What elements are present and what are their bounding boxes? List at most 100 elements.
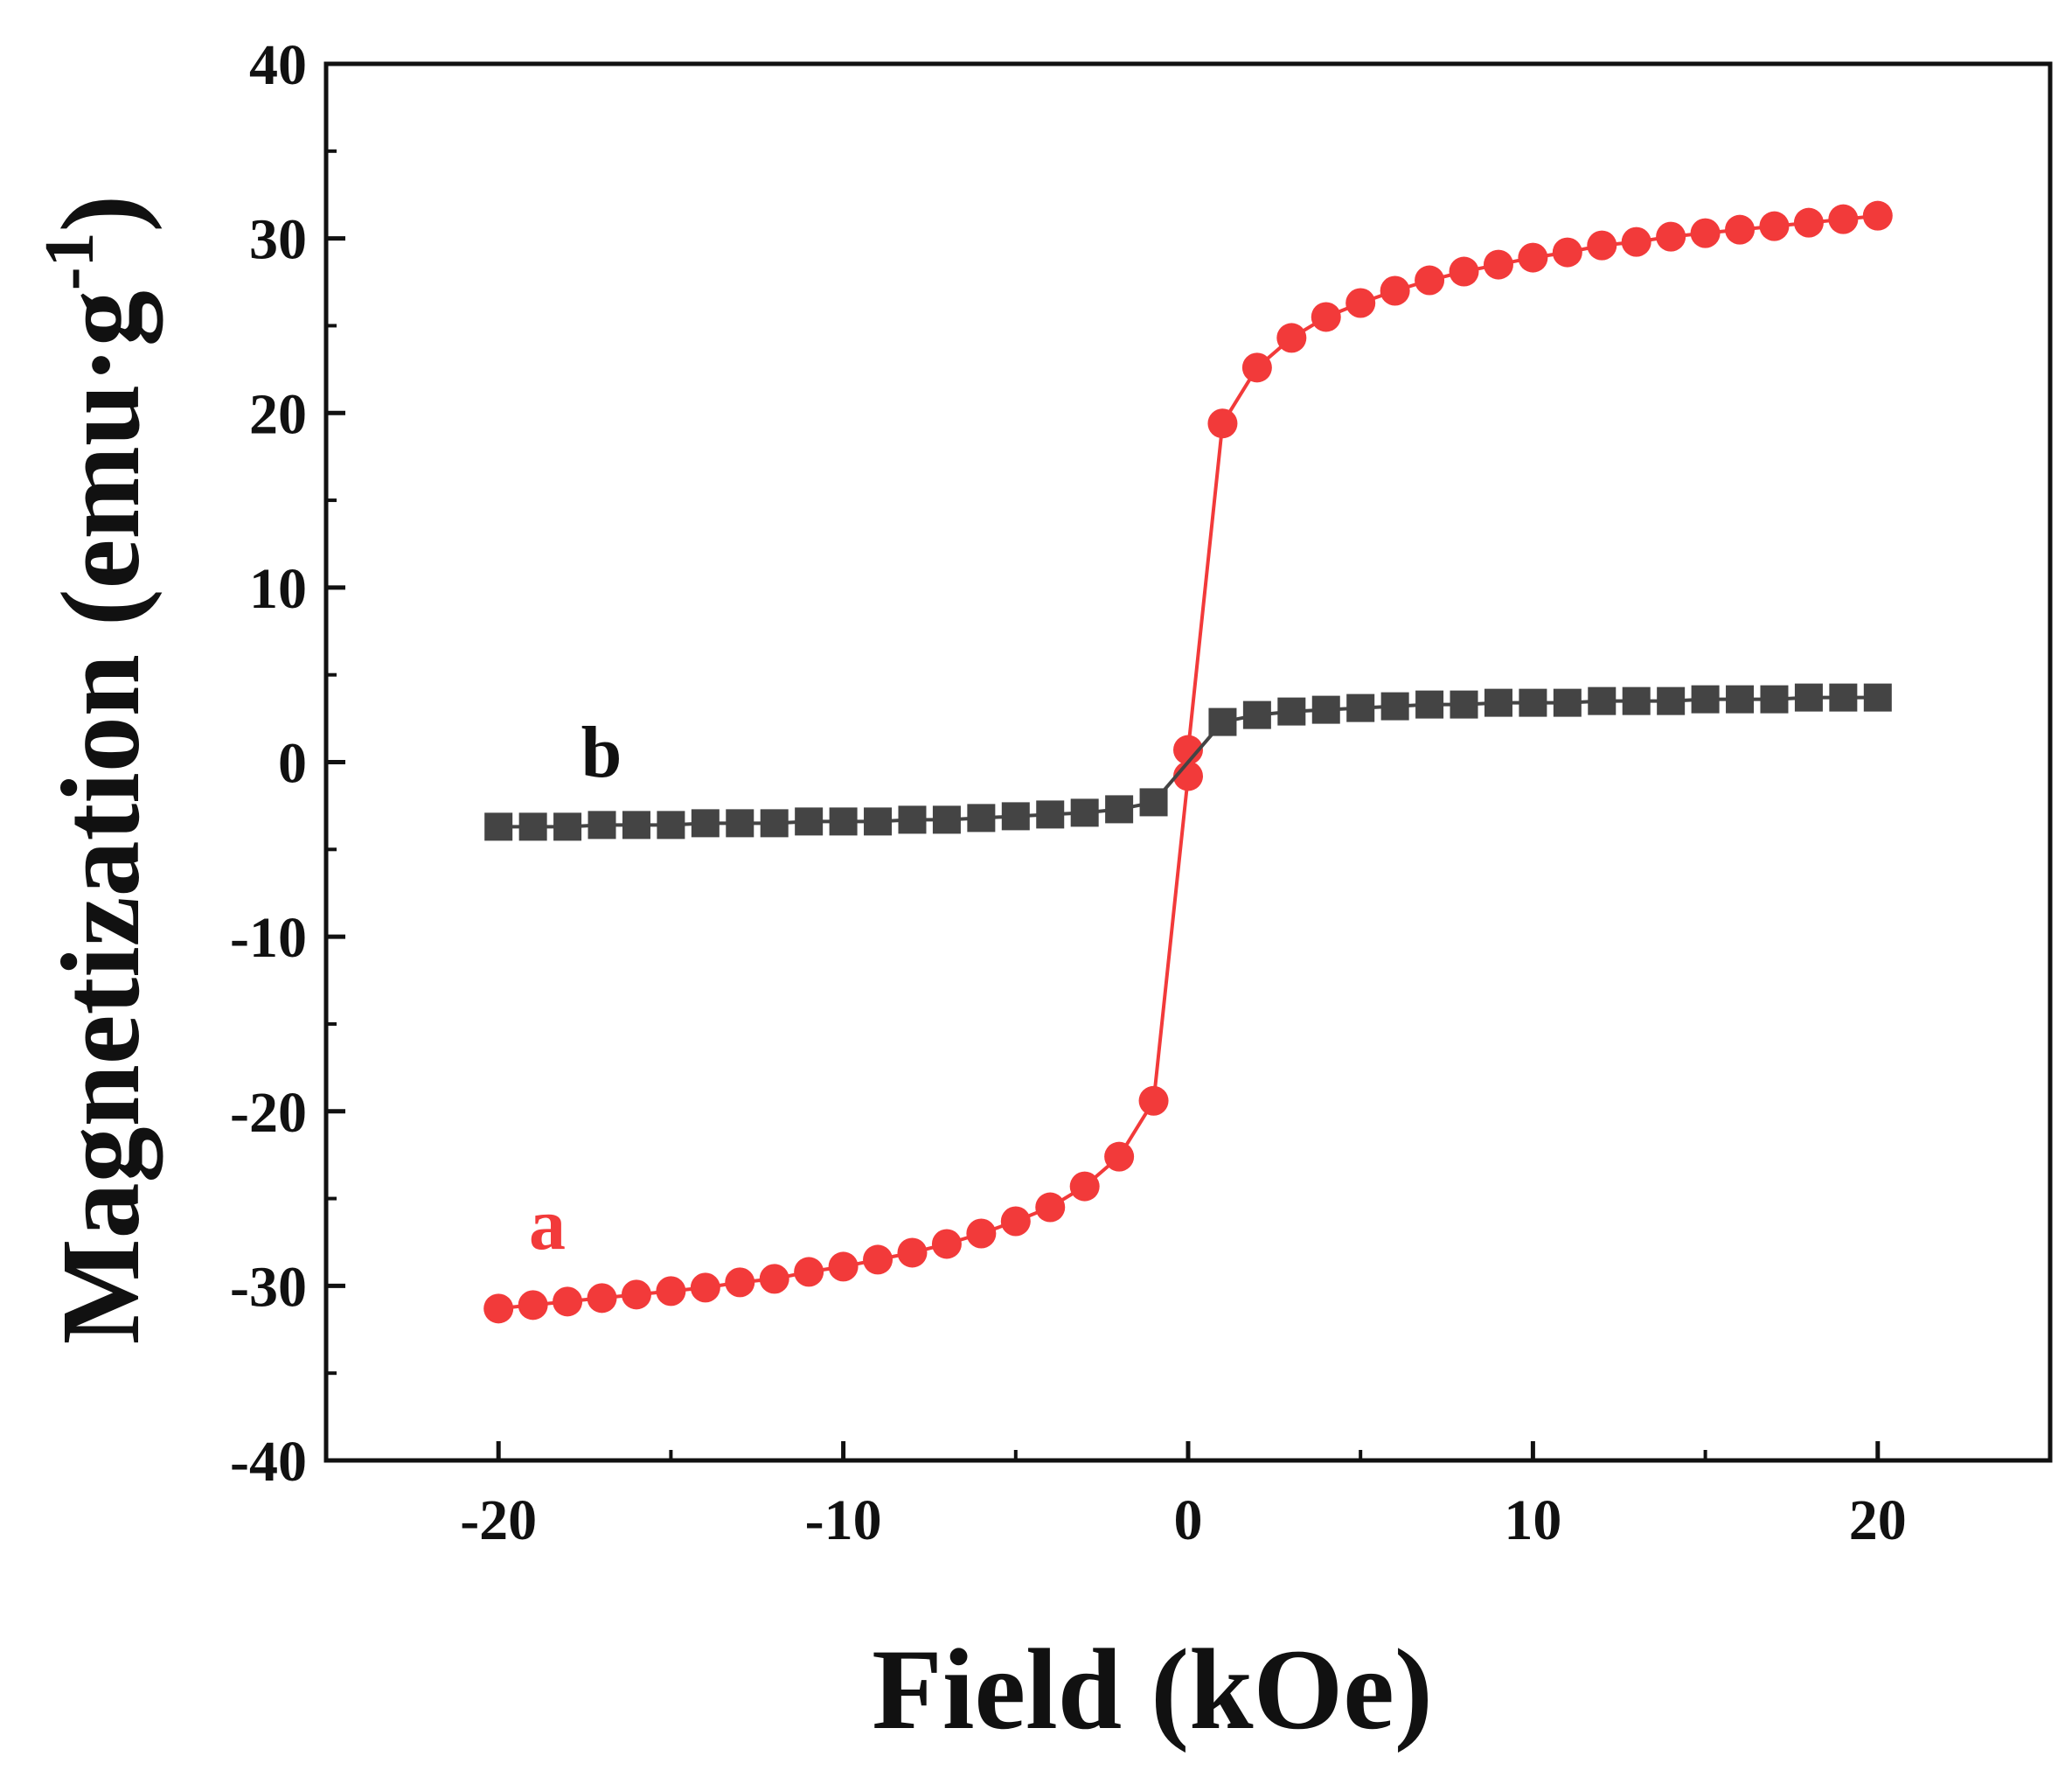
x-axis-title: Field (kOe): [872, 1625, 1433, 1753]
x-tick-label: 10: [1504, 1488, 1561, 1552]
series-a-point: [931, 1229, 962, 1259]
series-b-point: [1242, 700, 1271, 729]
y-tick-label: 10: [249, 557, 307, 621]
series-a-point: [1725, 214, 1756, 245]
y-axis-title-superscript: -1: [31, 232, 108, 290]
series-b-point: [588, 811, 616, 840]
series-b-point: [691, 809, 720, 838]
series-a-point: [1000, 1206, 1031, 1237]
series-b-point: [1657, 686, 1686, 715]
x-axis-ticks: -20 -10 0 10 20: [324, 1441, 2052, 1552]
series-a-point: [1345, 288, 1376, 318]
series-a-point: [1621, 226, 1651, 257]
series-b-point: [1760, 685, 1789, 714]
x-tick-label: -20: [460, 1488, 537, 1552]
series-b-point: [1450, 690, 1478, 719]
series-a-point: [1862, 200, 1893, 231]
series-a-point: [1311, 302, 1341, 332]
series-b-point: [1726, 685, 1755, 714]
series-b-point: [1553, 688, 1582, 717]
series-b-point: [898, 805, 927, 834]
series-a-point: [1656, 221, 1686, 252]
series-a-point: [1207, 408, 1238, 439]
series-b-point: [1380, 692, 1409, 721]
series-b-point: [967, 804, 996, 833]
series-a-point: [1552, 237, 1582, 268]
y-tick-label: -40: [230, 1430, 307, 1494]
series-a-point: [1069, 1171, 1100, 1202]
series-a-point: [621, 1279, 651, 1310]
y-tick-label: 30: [249, 208, 307, 272]
series-a-point: [1415, 265, 1445, 296]
series-a-point: [1828, 204, 1859, 234]
y-axis-title-close: ): [38, 195, 163, 233]
series-b-point: [1036, 800, 1065, 829]
series-b-point: [1519, 688, 1547, 717]
series-a-point: [1587, 230, 1617, 261]
x-tick-label: 0: [1174, 1488, 1203, 1552]
y-tick-label: 20: [249, 382, 307, 446]
series-b-point: [1863, 683, 1892, 712]
series-b-point: [1139, 788, 1168, 817]
series-b-point: [622, 811, 650, 840]
series-b-point: [795, 807, 824, 836]
series-b-point: [1484, 688, 1512, 717]
series-a: [483, 200, 1893, 1324]
y-tick-label: -30: [230, 1255, 307, 1319]
series-b-point: [1622, 686, 1651, 715]
x-tick-label: -10: [805, 1488, 882, 1552]
y-tick-label: -10: [230, 906, 307, 970]
series-b-point: [484, 812, 513, 841]
data-series: [483, 200, 1893, 1324]
series-a-point: [1793, 207, 1824, 238]
series-b-point: [1105, 795, 1134, 824]
series-a-point: [863, 1244, 893, 1275]
series-b-point: [657, 811, 685, 840]
y-axis-ticks: -40 -30 -20 -10 0 10 20 30 40: [230, 33, 345, 1494]
series-b-point: [1415, 690, 1444, 719]
series-b-point: [1829, 683, 1858, 712]
series-a-point: [1380, 275, 1410, 306]
y-tick-label: 0: [278, 732, 307, 796]
series-a-point: [897, 1237, 928, 1268]
series-b-point: [1794, 683, 1823, 712]
series-a-point: [587, 1283, 617, 1314]
series-b-point: [1208, 707, 1237, 736]
series-b-point: [518, 812, 547, 841]
series-a-point: [794, 1257, 824, 1287]
series-b-line: [498, 695, 1878, 829]
series-b-point: [1070, 798, 1099, 827]
series-b-point: [1346, 693, 1375, 722]
series-b-point: [932, 805, 961, 834]
series-b-point: [760, 809, 789, 838]
series-a-point: [1518, 242, 1548, 273]
y-axis-title-main: Magnetization (emu·g: [38, 290, 163, 1344]
series-b-point: [829, 807, 858, 836]
series-a-point: [725, 1267, 755, 1298]
x-tick-label: 20: [1849, 1488, 1907, 1552]
series-a-point: [483, 1293, 514, 1324]
series-label-a: a: [529, 1184, 566, 1265]
series-a-point: [1035, 1192, 1066, 1223]
series-b-point: [1277, 697, 1306, 726]
series-a-point: [1241, 352, 1272, 383]
series-a-point: [1449, 256, 1479, 287]
series-b-point: [1588, 686, 1617, 715]
y-tick-label: -20: [230, 1081, 307, 1145]
y-axis-title: Magnetization (emu·g-1): [31, 195, 163, 1344]
series-a-point: [553, 1286, 583, 1317]
series-b-point: [1001, 802, 1030, 831]
series-a-point: [966, 1218, 997, 1249]
series-a-point: [1690, 218, 1721, 248]
series-a-point: [1104, 1141, 1135, 1172]
series-a-point: [759, 1264, 789, 1294]
series-b-point: [1311, 695, 1340, 724]
series-label-b: b: [581, 712, 622, 793]
series-b-point: [1691, 685, 1720, 714]
y-tick-label: 40: [249, 33, 307, 97]
series-b-point: [864, 807, 893, 836]
series-a-point: [1759, 211, 1790, 241]
series-b-point: [726, 809, 754, 838]
series-b-point: [553, 812, 582, 841]
